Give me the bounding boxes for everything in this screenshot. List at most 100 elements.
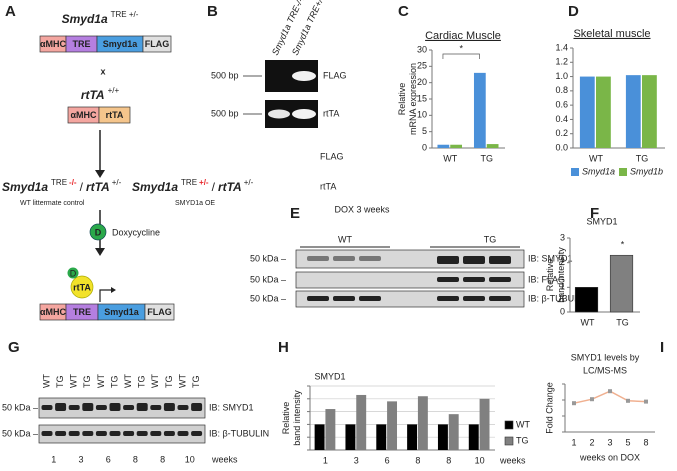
genotype-allele: +/- [112, 178, 122, 187]
panel-letter: D [568, 3, 579, 20]
bar [579, 76, 595, 148]
blot-band [489, 296, 511, 301]
drug-icon [89, 223, 107, 241]
y-axis-label: Fold Change [544, 382, 554, 434]
legend-swatch [619, 168, 627, 176]
blot-band [463, 256, 485, 264]
bar [574, 287, 599, 313]
x-tick-label: 6 [385, 455, 390, 465]
y-axis-label: band intensity [556, 247, 566, 303]
bar [609, 254, 634, 313]
bar [345, 424, 356, 450]
x-tick-label: 8 [446, 455, 451, 465]
lane-label: WT [96, 374, 106, 388]
point [626, 398, 630, 403]
construct-label: rtTA [106, 110, 124, 120]
blot [295, 271, 525, 289]
panel-letter: G [8, 339, 20, 356]
x-tick-label: WT [581, 317, 595, 327]
panel-letter: A [5, 3, 16, 20]
bar [473, 72, 486, 148]
x-axis-label: weeks [499, 455, 526, 465]
x-tick-label: 1 [323, 455, 328, 465]
y-tick-label: 0.8 [555, 85, 568, 95]
bar [450, 144, 463, 148]
genotype: Smyd1a TRE -/- / rtTA +/- [2, 178, 122, 194]
blot-band [123, 431, 135, 436]
blot-band [109, 403, 121, 411]
construct-label: FLAG [145, 39, 170, 49]
gel-band [292, 109, 316, 119]
blot [38, 424, 206, 444]
blot-band [333, 296, 355, 301]
legend-label: Smyd1b [630, 166, 663, 176]
arrow-head [95, 170, 105, 178]
point [608, 389, 612, 394]
blot-band [82, 431, 94, 436]
bar [407, 424, 418, 450]
cross: x [100, 66, 105, 76]
blot-band [177, 431, 189, 436]
antibody-label: IB: FLAG [528, 274, 565, 284]
chart-title: SMYD1 [314, 371, 345, 381]
bar [625, 75, 641, 148]
lane-label: TG [137, 376, 147, 389]
x-tick-label: 3 [354, 455, 359, 465]
y-axis-label: Relative [281, 402, 291, 435]
legend-label: WT [516, 419, 530, 429]
genotype-tre: TRE [181, 178, 197, 187]
construct-part [98, 106, 131, 124]
y-tick-label: 5 [422, 126, 427, 136]
blot-band [136, 403, 148, 411]
gel-band [292, 71, 316, 81]
y-axis-label: band intensity [292, 390, 302, 446]
significance: * [459, 43, 463, 53]
bar [417, 396, 428, 450]
blot [38, 397, 206, 419]
y-tick-label: 0 [422, 142, 427, 152]
y-tick-label: 30 [417, 44, 427, 54]
group-label: WT [338, 234, 352, 244]
lane-label: WT [41, 374, 51, 388]
blot-band [68, 431, 80, 436]
blot-band [163, 431, 175, 436]
panel-letter: I [660, 339, 664, 356]
blot-band [82, 403, 94, 411]
blot-band [41, 431, 53, 436]
bracket [442, 53, 480, 59]
blot-band [307, 256, 329, 261]
x-axis-label: weeks on DOX [579, 452, 640, 462]
blot-band [359, 296, 381, 301]
drug-icon-label: D [70, 268, 77, 278]
band-label: rtTA [320, 181, 336, 191]
lane-label: TG [191, 376, 201, 389]
legend-swatch [504, 420, 514, 430]
blot-band [123, 405, 135, 410]
y-tick-label: 1.0 [555, 71, 568, 81]
x-tick-label: TG [481, 153, 494, 163]
drug-label: Doxycycline [112, 227, 160, 237]
y-tick-label: 0.4 [555, 114, 568, 124]
blot-band [68, 405, 80, 410]
genotype-sep: / [80, 180, 84, 194]
chart-title: SMYD1 [586, 216, 617, 226]
marker-label: 50 kDa – [2, 428, 38, 438]
legend-swatch [504, 436, 514, 446]
chart-title: Cardiac Muscle [425, 30, 501, 42]
x-tick-label: 10 [475, 455, 485, 465]
construct-title: Smyd1a TRE +/- [62, 10, 139, 26]
band-label: FLAG [320, 151, 344, 161]
x-tick-label: WT [589, 153, 603, 163]
blot-band [489, 277, 511, 282]
x-tick-label: 1 [571, 437, 576, 447]
y-axis-label: Relative [545, 259, 555, 292]
marker-label: 500 bp [211, 70, 239, 80]
y-axis-label: Relative [397, 83, 407, 116]
construct-part [144, 303, 175, 321]
legend-label: TG [516, 435, 529, 445]
x-tick-label: WT [443, 153, 457, 163]
genotype: Smyd1a TRE +/- / rtTA +/- [132, 178, 254, 194]
point [644, 399, 648, 404]
significance: * [621, 240, 625, 250]
